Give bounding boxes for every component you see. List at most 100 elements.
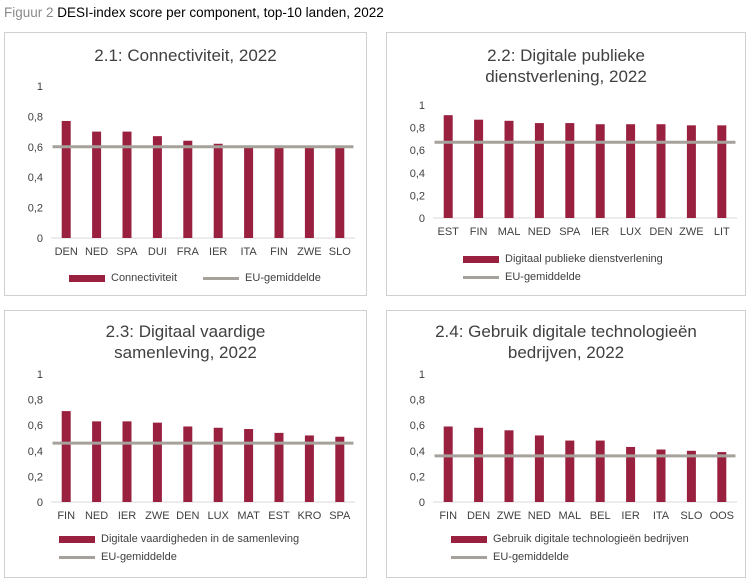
bar bbox=[152, 136, 162, 238]
bar bbox=[92, 421, 102, 502]
bar bbox=[213, 427, 223, 502]
x-tick-label: NED bbox=[528, 510, 551, 522]
bar bbox=[504, 430, 514, 502]
x-tick-label: KRO bbox=[297, 510, 321, 522]
chart-title-line: 2.3: Digitaal vaardige bbox=[105, 322, 266, 341]
bar bbox=[534, 123, 544, 218]
bar bbox=[183, 426, 193, 502]
chart-panel-gebruik-technologieen: 2.4: Gebruik digitale technologieën bedr… bbox=[386, 310, 746, 578]
chart-title: 2.3: Digitaal vaardige samenleving, 2022 bbox=[5, 321, 366, 363]
legend-line-label: EU-gemiddelde bbox=[493, 551, 569, 563]
bar bbox=[92, 131, 102, 238]
chart-plot: 0 0,2 0,4 0,6 0,8 1 FIN DEN ZWE NED MAL BEL IER ITA SL… bbox=[410, 369, 737, 522]
y-tick-label: 1 bbox=[419, 100, 425, 112]
x-tick-label: LUX bbox=[207, 510, 229, 522]
x-tick-label: ZWE bbox=[679, 226, 703, 238]
bar bbox=[626, 446, 636, 502]
y-tick-label: 0 bbox=[37, 233, 43, 245]
chart-title-line: samenleving, 2022 bbox=[114, 343, 257, 362]
chart-legend: Connectiviteit EU-gemiddelde bbox=[69, 269, 321, 287]
x-tick-label: MAL bbox=[558, 510, 581, 522]
bar bbox=[474, 119, 484, 218]
chart-legend: Digitaal publieke dienstverlening EU-gem… bbox=[463, 250, 663, 286]
chart-title-line: 2.1: Connectiviteit, 2022 bbox=[94, 46, 277, 65]
legend-bar-label: Digitaal publieke dienstverlening bbox=[505, 253, 663, 265]
y-tick-label: 0 bbox=[419, 497, 425, 509]
legend-bar-swatch bbox=[451, 535, 487, 543]
x-tick-label: SLO bbox=[680, 510, 702, 522]
x-tick-label: IER bbox=[118, 510, 136, 522]
x-tick-label: ITA bbox=[653, 510, 670, 522]
legend-bar-label: Gebruik digitale technologieën bedrijven bbox=[493, 533, 689, 545]
bar bbox=[443, 426, 453, 502]
bar bbox=[504, 120, 514, 218]
x-tick-label: FIN bbox=[470, 226, 488, 238]
bar bbox=[274, 432, 284, 502]
legend-line-swatch bbox=[59, 555, 95, 559]
y-tick-label: 0,8 bbox=[28, 395, 43, 407]
bar bbox=[474, 427, 484, 502]
bar bbox=[656, 124, 666, 218]
x-tick-label: IER bbox=[591, 226, 609, 238]
bar bbox=[595, 124, 605, 218]
bar bbox=[244, 429, 254, 502]
x-tick-label: EST bbox=[268, 510, 290, 522]
figure-title: Figuur 2 DESI-index score per component,… bbox=[4, 5, 384, 20]
bar bbox=[656, 449, 666, 502]
x-tick-label: IER bbox=[209, 246, 227, 258]
chart-title-line: dienstverlening, 2022 bbox=[485, 67, 647, 86]
x-tick-label: EST bbox=[437, 226, 459, 238]
bar bbox=[152, 422, 162, 502]
y-tick-label: 0,6 bbox=[28, 142, 43, 154]
x-tick-label: SLO bbox=[329, 246, 351, 258]
y-tick-label: 0,2 bbox=[410, 471, 425, 483]
chart-panel-publieke-dienstverlening: 2.2: Digitale publieke dienstverlening, … bbox=[386, 32, 746, 296]
bar bbox=[335, 146, 345, 238]
chart-legend: Gebruik digitale technologieën bedrijven… bbox=[451, 530, 689, 566]
y-tick-label: 0,4 bbox=[28, 172, 43, 184]
bar bbox=[595, 440, 605, 502]
x-tick-label: SPA bbox=[116, 246, 138, 258]
x-tick-label: LUX bbox=[620, 226, 642, 238]
bar bbox=[626, 124, 636, 218]
y-tick-label: 1 bbox=[37, 81, 43, 93]
y-tick-label: 0,6 bbox=[28, 420, 43, 432]
y-tick-label: 0,6 bbox=[410, 145, 425, 157]
chart-panel-digitaal-vaardig: 2.3: Digitaal vaardige samenleving, 2022… bbox=[4, 310, 367, 578]
chart-title: 2.4: Gebruik digitale technologieën bedr… bbox=[387, 321, 745, 363]
bar bbox=[122, 421, 132, 502]
y-tick-label: 0,2 bbox=[28, 471, 43, 483]
legend-bar-swatch bbox=[69, 274, 105, 282]
y-tick-label: 0,8 bbox=[410, 395, 425, 407]
bar bbox=[717, 452, 727, 502]
chart-plot: 0 0,2 0,4 0,6 0,8 1 FIN NED IER ZWE DEN LUX MAT EST KR… bbox=[28, 369, 355, 522]
x-tick-label: ZWE bbox=[497, 510, 521, 522]
y-tick-label: 0 bbox=[37, 497, 43, 509]
x-tick-label: OOS bbox=[710, 510, 734, 522]
y-tick-label: 0,8 bbox=[28, 111, 43, 123]
x-tick-label: IER bbox=[621, 510, 639, 522]
x-tick-label: FIN bbox=[57, 510, 75, 522]
figure-main-title: DESI-index score per component, top-10 l… bbox=[57, 5, 384, 20]
y-tick-label: 0,2 bbox=[28, 203, 43, 215]
bar bbox=[274, 146, 284, 238]
x-tick-label: ZWE bbox=[297, 246, 321, 258]
legend-bar-label: Digitale vaardigheden in de samenleving bbox=[101, 533, 300, 545]
bar bbox=[534, 435, 544, 502]
chart-legend: Digitale vaardigheden in de samenleving … bbox=[59, 530, 299, 566]
bar bbox=[443, 115, 453, 218]
x-tick-label: DEN bbox=[55, 246, 78, 258]
chart-panel-connectiviteit: 2.1: Connectiviteit, 2022 0 0,2 0,4 0,6 0,8 1… bbox=[4, 32, 367, 296]
x-tick-label: DEN bbox=[467, 510, 490, 522]
figure-prefix: Figuur 2 bbox=[4, 5, 54, 20]
x-tick-label: MAL bbox=[498, 226, 521, 238]
legend-line-swatch bbox=[203, 276, 240, 280]
chart-plot: 0 0,2 0,4 0,6 0,8 1 DEN NED SPA DUI FRA IER ITA FIN ZW… bbox=[28, 81, 355, 258]
y-tick-label: 0 bbox=[419, 213, 425, 225]
legend-line-label: EU-gemiddelde bbox=[505, 271, 581, 283]
y-tick-label: 0,4 bbox=[410, 446, 425, 458]
legend-line-label: EU-gemiddelde bbox=[245, 272, 321, 284]
legend-line-label: EU-gemiddelde bbox=[101, 551, 177, 563]
chart-title-line: bedrijven, 2022 bbox=[507, 343, 625, 362]
bar bbox=[686, 125, 696, 218]
